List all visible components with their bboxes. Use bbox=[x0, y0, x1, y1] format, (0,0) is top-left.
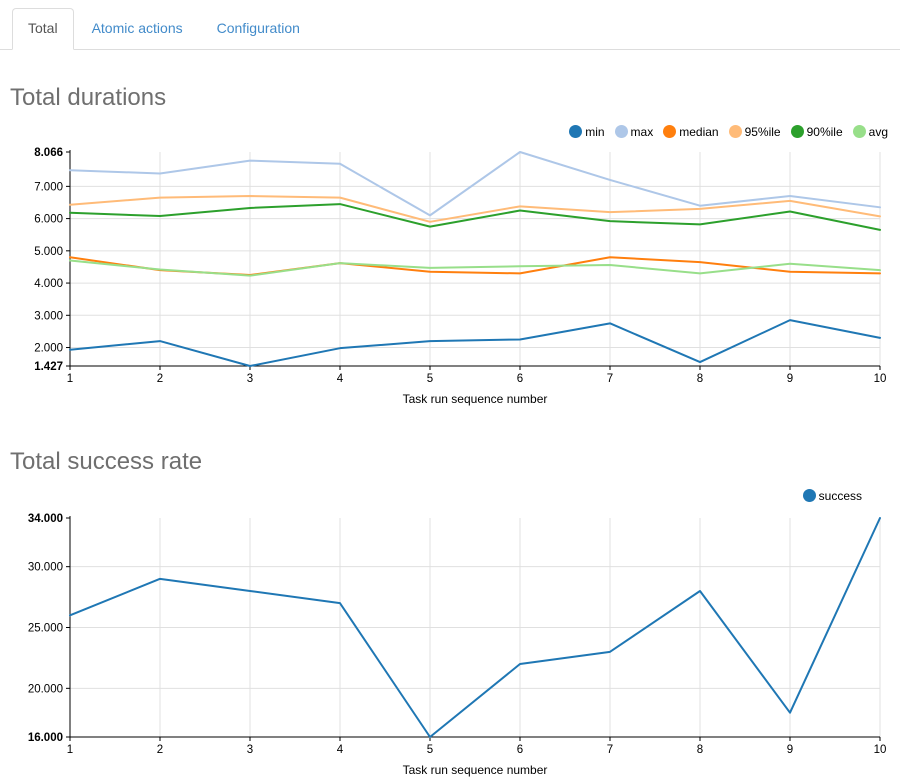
legend-dot-success bbox=[802, 489, 816, 503]
series-line-95%ile bbox=[69, 194, 881, 223]
legend-dot-95%ile bbox=[728, 125, 742, 139]
x-tick-label: 4 bbox=[337, 744, 344, 756]
success-chart-title: Total success rate bbox=[10, 447, 203, 475]
legend-dot-90%ile bbox=[790, 125, 804, 139]
legend-label: avg bbox=[868, 124, 888, 139]
x-tick-label: 7 bbox=[607, 373, 613, 385]
x-tick-label: 1 bbox=[67, 744, 73, 756]
x-tick-label: 6 bbox=[517, 373, 523, 385]
x-tick-label: 2 bbox=[157, 744, 163, 756]
total-durations-section: Total durations min max median 95%ile 90%ile… bbox=[0, 84, 900, 412]
x-tick-label: 3 bbox=[247, 373, 253, 385]
y-tick-label: 7.000 bbox=[34, 181, 63, 193]
legend-label: min bbox=[585, 124, 605, 139]
x-tick-label: 6 bbox=[517, 744, 523, 756]
durations-chart-svg: 8.066 7.000 6.000 5.000 4.000 3.000 2.000 1.427… bbox=[34, 147, 887, 406]
durations-chart-legend: min max median 95%ile 90%ile avg bbox=[0, 124, 900, 140]
legend-item-min[interactable]: min bbox=[569, 124, 605, 139]
legend-item-95%ile[interactable]: 95%ile bbox=[728, 124, 781, 139]
y-tick-label: 16.000 bbox=[28, 732, 63, 744]
legend-item-median[interactable]: median bbox=[663, 124, 719, 139]
series-line-success bbox=[69, 516, 881, 738]
x-tick-label: 3 bbox=[247, 744, 253, 756]
series-line-max bbox=[69, 150, 881, 217]
x-tick-label: 10 bbox=[874, 373, 887, 385]
legend-label: max bbox=[630, 124, 654, 139]
y-tick-label: 3.000 bbox=[34, 310, 63, 322]
series-line-min bbox=[69, 319, 881, 367]
x-tick-label: 9 bbox=[787, 373, 793, 385]
x-axis-label: Task run sequence number bbox=[403, 392, 548, 406]
legend-item-max[interactable]: max bbox=[614, 124, 654, 139]
legend-dot-avg bbox=[852, 125, 866, 139]
y-tick-label: 20.000 bbox=[28, 683, 63, 695]
x-tick-label: 5 bbox=[427, 744, 433, 756]
success-chart-svg: 34.000 30.000 25.000 20.000 16.000 1 2 3 4 5 6 7 8 9 1… bbox=[28, 513, 887, 777]
x-tick-label: 2 bbox=[157, 373, 163, 385]
legend-dot-min bbox=[569, 125, 583, 139]
legend-label: 95%ile bbox=[744, 124, 781, 139]
legend-item-90%ile[interactable]: 90%ile bbox=[790, 124, 843, 139]
x-tick-label: 10 bbox=[874, 744, 887, 756]
y-tick-label: 25.000 bbox=[28, 622, 63, 634]
success-chart-legend: success bbox=[0, 488, 900, 504]
x-tick-label: 1 bbox=[67, 373, 73, 385]
total-success-rate-section: Total success rate success 34.000 30.000 2… bbox=[0, 448, 900, 780]
legend-label: 90%ile bbox=[806, 124, 843, 139]
y-tick-label: 6.000 bbox=[34, 213, 63, 225]
y-tick-label: 30.000 bbox=[28, 562, 63, 574]
legend-label: success bbox=[818, 488, 862, 503]
y-tick-label: 8.066 bbox=[34, 147, 63, 159]
y-tick-label: 1.427 bbox=[34, 361, 63, 373]
y-tick-label: 34.000 bbox=[28, 513, 63, 525]
x-tick-label: 4 bbox=[337, 373, 344, 385]
x-tick-label: 8 bbox=[697, 373, 703, 385]
legend-dot-max bbox=[614, 125, 628, 139]
tab-bar: Total Atomic actions Configuration bbox=[0, 0, 900, 50]
legend-dot-median bbox=[663, 125, 677, 139]
y-tick-label: 4.000 bbox=[34, 278, 63, 290]
durations-chart-title: Total durations bbox=[10, 83, 167, 111]
x-tick-label: 9 bbox=[787, 744, 793, 756]
series-line-avg bbox=[69, 259, 881, 277]
x-tick-label: 7 bbox=[607, 744, 613, 756]
legend-item-success[interactable]: success bbox=[802, 488, 862, 503]
tab-atomic-actions[interactable]: Atomic actions bbox=[91, 20, 183, 36]
y-tick-label: 2.000 bbox=[34, 342, 63, 354]
legend-item-avg[interactable]: avg bbox=[852, 124, 888, 139]
x-axis-label: Task run sequence number bbox=[403, 763, 548, 777]
x-tick-label: 5 bbox=[427, 373, 433, 385]
tab-total[interactable]: Total bbox=[12, 8, 74, 50]
legend-label: median bbox=[679, 124, 719, 139]
series-line-90%ile bbox=[69, 202, 881, 231]
x-tick-label: 8 bbox=[697, 744, 703, 756]
y-tick-label: 5.000 bbox=[34, 246, 63, 258]
tab-configuration[interactable]: Configuration bbox=[216, 20, 300, 36]
